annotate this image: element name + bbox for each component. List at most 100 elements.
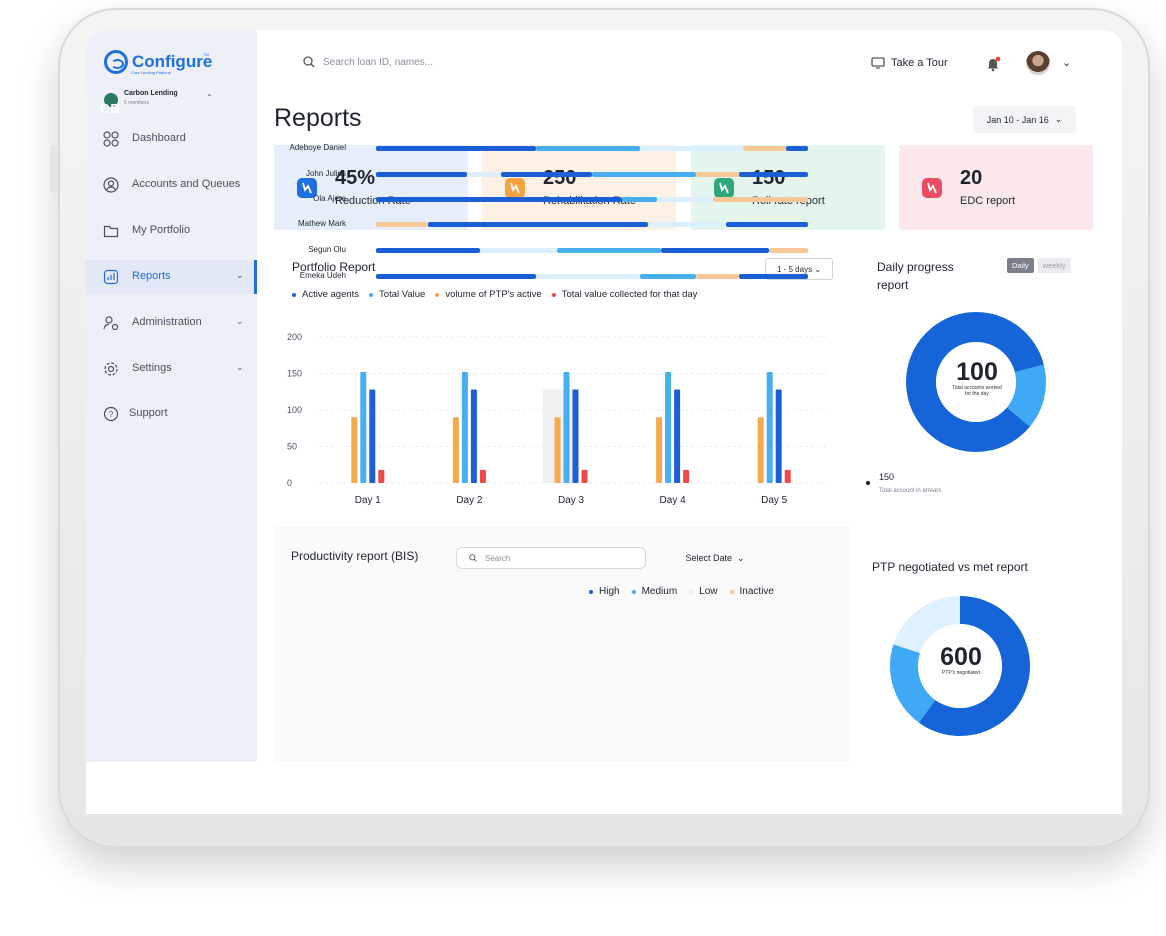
y-tick-label: 100 — [287, 405, 302, 415]
bar — [572, 389, 579, 483]
x-tick-label: Day 4 — [660, 495, 687, 506]
legend-item: Total value collected for that day — [551, 289, 698, 300]
productivity-track — [376, 172, 808, 177]
legend-dot — [866, 481, 870, 485]
ptp-donut — [890, 596, 1030, 736]
brand-name: Configure — [132, 52, 213, 71]
donut-slice — [893, 596, 960, 654]
search-icon — [303, 56, 315, 68]
productivity-segment — [501, 172, 592, 177]
sidebar-item-accounts[interactable]: Accounts and Queues — [86, 168, 257, 202]
donut-slice — [890, 644, 936, 723]
trend-icon — [922, 178, 942, 198]
bar — [563, 372, 570, 483]
toggle-weekly[interactable]: weekly — [1037, 258, 1071, 273]
productivity-track — [376, 248, 808, 253]
org-members: 5 members — [124, 100, 150, 106]
stat-label: EDC report — [960, 195, 1016, 207]
date-range-picker[interactable]: Jan 10 - Jan 16 ⌄ — [973, 106, 1076, 133]
productivity-track — [376, 222, 808, 227]
bar — [784, 469, 791, 483]
legend-item: Low — [689, 586, 718, 597]
productivity-segment — [376, 197, 623, 202]
productivity-segment — [695, 274, 739, 279]
productivity-segment — [738, 274, 808, 279]
legend-item: Medium — [631, 586, 677, 597]
productivity-segment — [695, 172, 739, 177]
portfolio-range-dropdown[interactable]: 1 - 5 days ⌄ — [765, 258, 833, 280]
productivity-segment — [427, 222, 649, 227]
sidebar-item-dashboard[interactable]: Dashboard — [86, 122, 257, 156]
bar — [766, 372, 773, 483]
select-date-dropdown[interactable]: Select Date ⌄ — [672, 547, 758, 569]
productivity-segment — [656, 197, 713, 202]
legend-label: volume of PTP's active — [445, 289, 542, 300]
daily-center: 100 Total accounts worked for the day — [932, 359, 1022, 397]
daily-progress-title: Daily progress report — [877, 260, 954, 292]
donut-slice — [918, 596, 1030, 736]
sidebar-item-label: Dashboard — [132, 132, 186, 144]
sidebar-item-label: Support — [129, 407, 168, 419]
productivity-card: Productivity report (BIS) Search Select … — [274, 143, 850, 762]
bar — [378, 469, 385, 483]
org-switcher[interactable]: CB Carbon Lending 5 members ⌃ — [100, 90, 244, 116]
sidebar-item-label: Settings — [132, 362, 172, 374]
sidebar-item-administration[interactable]: Administration ⌄ — [86, 306, 257, 340]
stat-card[interactable]: 250Rehabilitation Rate — [482, 145, 676, 230]
productivity-segment — [466, 172, 502, 177]
agent-name: Segun Olu — [308, 245, 346, 254]
toggle-daily[interactable]: Daily — [1007, 258, 1034, 273]
productivity-search[interactable]: Search — [456, 547, 646, 569]
sidebar-item-reports[interactable]: Reports ⌄ — [86, 260, 257, 294]
y-tick-label: 50 — [287, 442, 297, 452]
help-icon: ? — [103, 406, 119, 422]
bar — [757, 417, 764, 483]
sidebar-item-label: Administration — [132, 316, 202, 328]
bar — [665, 372, 672, 483]
donut-hole — [918, 624, 1002, 708]
chevron-down-icon: ⌄ — [236, 270, 244, 280]
bar — [470, 389, 477, 483]
global-search[interactable]: Search loan ID, names... — [303, 56, 433, 68]
stat-value: 20 — [960, 167, 983, 189]
monitor-icon — [871, 57, 885, 69]
portfolio-legend: Active agents Total Value volume of PTP's … — [292, 289, 697, 300]
bar — [656, 417, 663, 483]
productivity-search-input[interactable]: Search — [485, 553, 511, 563]
brand-trademark: TM — [203, 52, 209, 57]
stat-card[interactable]: 20 EDC report — [899, 145, 1093, 230]
productivity-segment — [769, 248, 808, 253]
user-avatar[interactable] — [1026, 51, 1050, 75]
brand-logo[interactable]: Configure — [104, 50, 212, 74]
bar — [674, 389, 681, 483]
legend-dot — [435, 292, 440, 297]
portfolio-report-title: Portfolio Report — [292, 260, 376, 274]
legend-label: High — [599, 586, 620, 597]
select-date-label: Select Date — [685, 553, 732, 563]
productivity-legend: High Medium Low Inactive — [589, 586, 774, 597]
chevron-down-icon[interactable]: ⌄ — [1062, 57, 1072, 69]
productivity-segment — [743, 146, 787, 151]
bar — [452, 417, 459, 483]
legend-dot — [551, 292, 556, 297]
productivity-segment — [376, 222, 428, 227]
sidebar-item-support[interactable]: ? Support — [86, 397, 257, 431]
sidebar-item-label: Reports — [132, 270, 171, 282]
legend-item: Inactive — [729, 586, 774, 597]
page-title: Reports — [274, 104, 362, 132]
productivity-segment — [535, 146, 640, 151]
sidebar-item-portfolio[interactable]: My Portfolio — [86, 214, 257, 248]
notification-bell-icon[interactable] — [985, 56, 1001, 72]
daily-progress-donut — [906, 312, 1046, 452]
stat-card[interactable]: 45% Reduction Rate — [274, 145, 468, 230]
stat-card[interactable]: 150Roll rate report — [691, 145, 885, 230]
search-input[interactable]: Search loan ID, names... — [323, 56, 434, 68]
chevron-down-icon: ⌄ — [236, 362, 244, 372]
legend-label: Total value collected for that day — [561, 289, 698, 300]
productivity-track — [376, 146, 808, 151]
trend-icon — [297, 178, 317, 198]
stat-value: 250 — [543, 167, 577, 189]
take-tour-button[interactable]: Take a Tour — [871, 57, 948, 69]
sidebar-item-settings[interactable]: Settings ⌄ — [86, 352, 257, 386]
period-toggle: Daily weekly — [1007, 258, 1071, 273]
